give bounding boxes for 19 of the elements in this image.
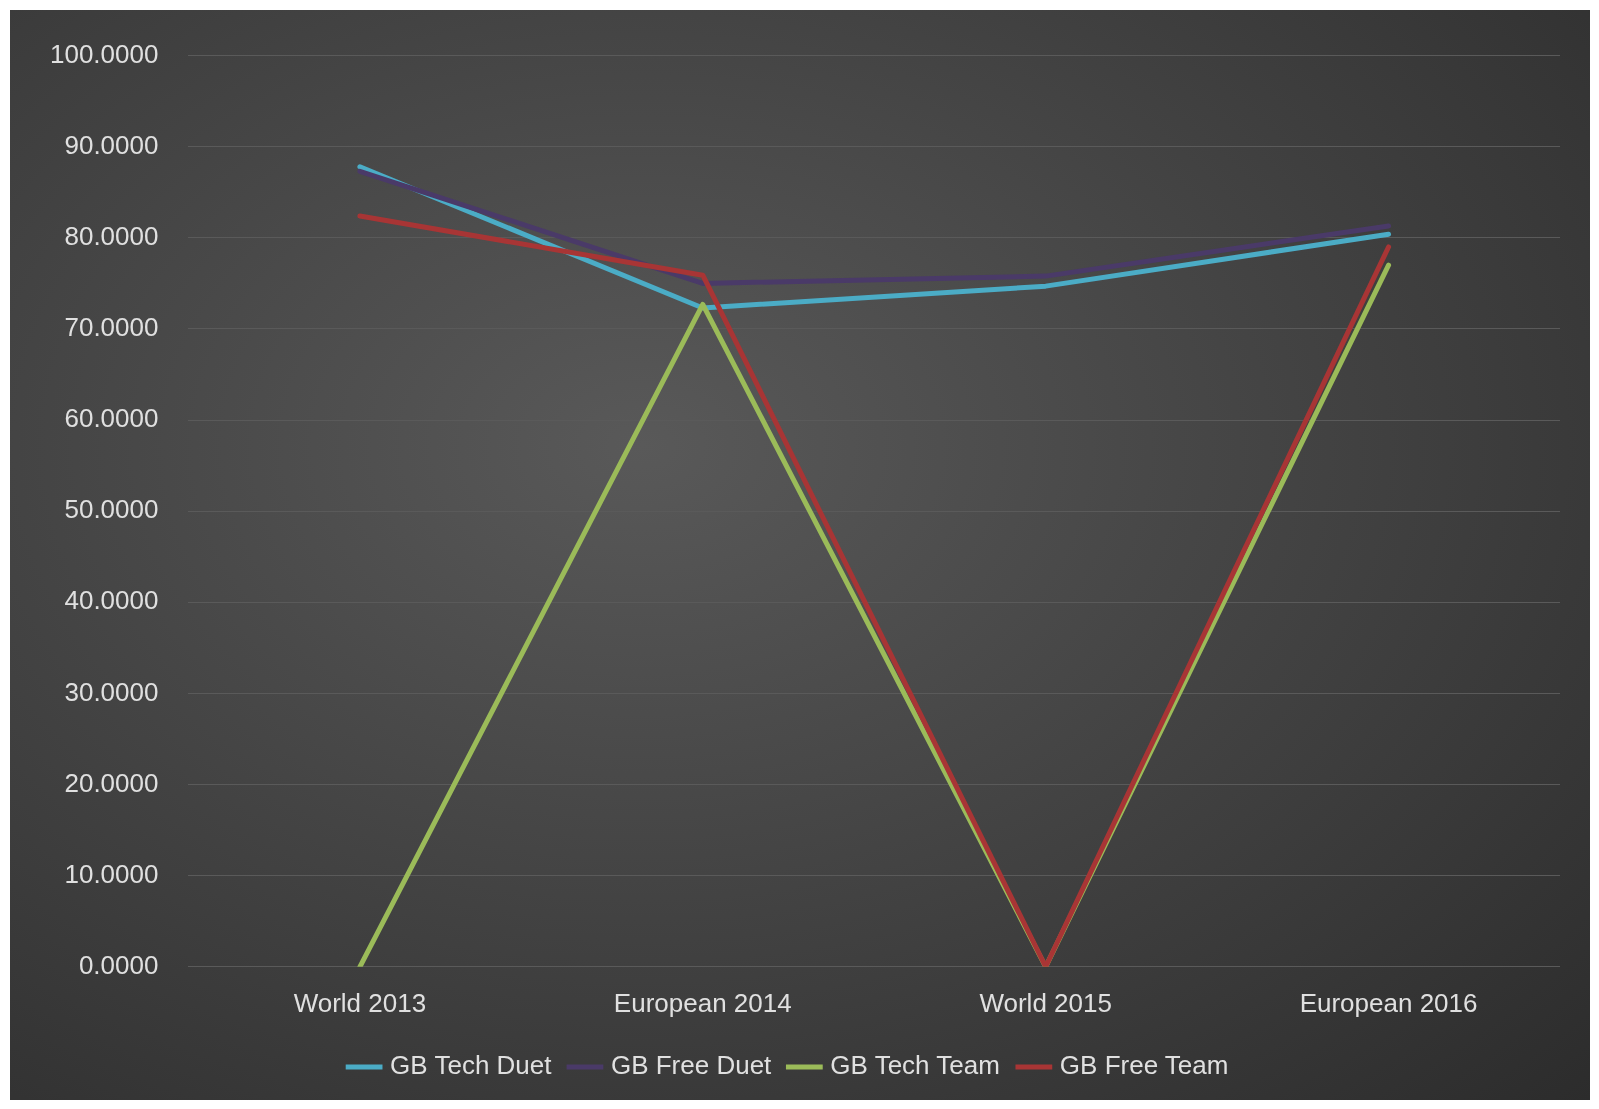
y-tick-label: 90.0000: [64, 129, 159, 160]
y-tick-label: 40.0000: [64, 585, 159, 616]
x-tick-label: European 2014: [613, 987, 792, 1018]
legend-label: GB Tech Duet: [390, 1050, 553, 1081]
y-tick-label: 30.0000: [64, 676, 159, 707]
y-tick-label: 80.0000: [64, 221, 159, 252]
y-tick-label: 10.0000: [64, 858, 159, 889]
y-tick-label: 70.0000: [64, 312, 159, 343]
y-tick-label: 50.0000: [64, 494, 159, 525]
y-tick-label: 60.0000: [64, 403, 159, 434]
legend-label: GB Free Duet: [610, 1050, 773, 1081]
y-tick-label: 100.0000: [49, 38, 159, 69]
y-tick-label: 20.0000: [64, 767, 159, 798]
y-tick-label: 0.0000: [78, 949, 159, 980]
x-tick-label: World 2015: [979, 987, 1112, 1018]
x-tick-label: World 2013: [293, 987, 427, 1018]
legend-label: GB Tech Team: [830, 1050, 1000, 1081]
legend-label: GB Free Team: [1059, 1050, 1229, 1081]
x-tick-label: European 2016: [1299, 987, 1478, 1018]
